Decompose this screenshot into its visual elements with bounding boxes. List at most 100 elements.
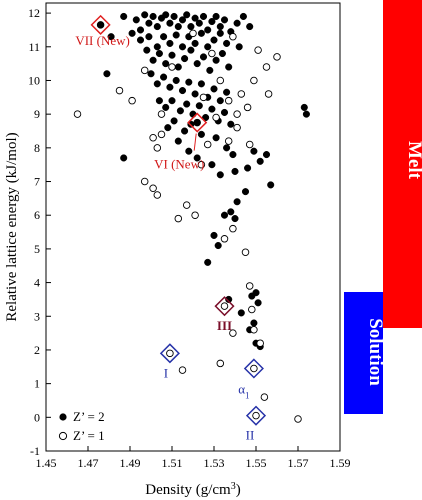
data-point-z2 bbox=[172, 76, 180, 85]
annotation-pointer bbox=[193, 133, 197, 151]
data-point-z1 bbox=[168, 63, 176, 71]
y-tick-label: 3 bbox=[34, 309, 40, 323]
data-point-z2 bbox=[128, 29, 136, 37]
data-point-z2 bbox=[168, 51, 176, 59]
data-point-z1 bbox=[115, 86, 124, 95]
solution-band bbox=[344, 292, 383, 414]
x-tick-label: 1.59 bbox=[330, 456, 351, 470]
melt-band-label: Melt bbox=[404, 141, 422, 180]
data-point-z2 bbox=[178, 43, 187, 51]
data-point-z1 bbox=[73, 110, 82, 118]
data-point-z1 bbox=[229, 329, 237, 337]
data-point-z2 bbox=[103, 70, 111, 78]
data-point-z2 bbox=[210, 231, 218, 239]
data-point-z2 bbox=[223, 88, 231, 96]
data-points bbox=[73, 11, 310, 423]
data-point-z1 bbox=[294, 415, 302, 423]
x-tick-label: 1.51 bbox=[162, 456, 183, 470]
data-point-z2 bbox=[193, 154, 201, 162]
data-point-z2 bbox=[250, 319, 258, 327]
data-point-z1 bbox=[212, 113, 220, 122]
data-point-z2 bbox=[136, 26, 145, 34]
data-point-z2 bbox=[162, 60, 170, 68]
data-point-z2 bbox=[107, 33, 115, 41]
data-point-z2 bbox=[218, 49, 226, 58]
data-point-z1 bbox=[229, 32, 237, 41]
data-point-z2 bbox=[237, 309, 245, 317]
data-point-z1 bbox=[197, 160, 206, 169]
annotation-point bbox=[193, 118, 201, 127]
y-tick-label: -1 bbox=[30, 444, 40, 458]
annotation-label: VI (New) bbox=[154, 157, 204, 172]
data-point-z2 bbox=[212, 12, 220, 21]
x-tick-label: 1.47 bbox=[78, 456, 99, 470]
legend: Z’ = 2 Z’ = 1 bbox=[58, 409, 105, 443]
data-point-z2 bbox=[300, 103, 308, 111]
data-point-z1 bbox=[245, 140, 254, 149]
data-point-z2 bbox=[229, 151, 237, 159]
data-point-z2 bbox=[149, 12, 157, 21]
y-tick-label: 9 bbox=[34, 107, 40, 121]
data-point-z2 bbox=[193, 60, 201, 68]
data-point-z1 bbox=[250, 76, 258, 85]
data-point-z2 bbox=[199, 12, 208, 21]
y-tick-label: 8 bbox=[34, 141, 40, 155]
data-point-z2 bbox=[231, 167, 239, 175]
data-point-z2 bbox=[233, 19, 241, 27]
data-point-z2 bbox=[220, 16, 229, 24]
legend-filled-label: Z’ = 2 bbox=[73, 409, 105, 424]
data-point-z2 bbox=[204, 43, 212, 51]
data-point-z1 bbox=[153, 191, 162, 199]
y-tick-label: 0 bbox=[34, 410, 40, 424]
data-point-z2 bbox=[166, 39, 174, 47]
data-point-z2 bbox=[256, 157, 264, 165]
data-point-z2 bbox=[143, 46, 151, 54]
annotation-label: I bbox=[164, 365, 168, 380]
data-point-z1 bbox=[254, 46, 262, 54]
data-point-z2 bbox=[181, 55, 189, 63]
data-point-z2 bbox=[197, 29, 205, 37]
data-point-z2 bbox=[244, 164, 252, 172]
data-point-z1 bbox=[157, 130, 166, 139]
annotation-point bbox=[220, 302, 229, 310]
annotation-point bbox=[166, 349, 174, 358]
data-point-z2 bbox=[220, 211, 229, 219]
data-point-z2 bbox=[202, 113, 210, 122]
data-point-z2 bbox=[204, 258, 212, 266]
data-point-z2 bbox=[185, 147, 193, 155]
data-point-z2 bbox=[160, 33, 168, 41]
y-tick-label: 11 bbox=[28, 40, 40, 54]
annotation-diamond bbox=[245, 405, 267, 426]
data-point-z2 bbox=[233, 198, 241, 206]
data-point-z1 bbox=[199, 93, 208, 102]
data-point-z2 bbox=[220, 108, 229, 117]
x-tick-label: 1.45 bbox=[36, 456, 57, 470]
data-point-z2 bbox=[145, 19, 153, 27]
data-point-z1 bbox=[248, 305, 256, 314]
y-tick-label: 4 bbox=[34, 276, 40, 290]
data-point-z1 bbox=[243, 103, 252, 112]
data-point-z2 bbox=[149, 56, 157, 64]
x-axis-ticks: 1.45 1.47 1.49 1.51 1.53 1.55 1.57 1.59 bbox=[36, 446, 351, 470]
data-point-z2 bbox=[136, 36, 145, 44]
data-point-z2 bbox=[191, 14, 199, 22]
data-point-z2 bbox=[120, 154, 128, 162]
data-point-z2 bbox=[187, 46, 195, 54]
data-point-z1 bbox=[208, 49, 216, 58]
data-point-z2 bbox=[246, 23, 254, 31]
legend-open-marker bbox=[58, 431, 68, 441]
data-point-z2 bbox=[195, 102, 203, 110]
data-point-z2 bbox=[178, 16, 187, 24]
y-tick-label: 5 bbox=[34, 242, 40, 256]
x-tick-label: 1.53 bbox=[204, 456, 225, 470]
data-point-z2 bbox=[185, 78, 193, 86]
data-point-z1 bbox=[229, 224, 237, 233]
data-point-z2 bbox=[212, 134, 220, 142]
data-point-z1 bbox=[241, 248, 250, 257]
y-tick-label: 7 bbox=[34, 175, 40, 189]
data-point-z1 bbox=[233, 123, 241, 132]
data-point-z1 bbox=[140, 177, 149, 186]
data-point-z2 bbox=[178, 87, 187, 95]
data-point-z2 bbox=[155, 49, 163, 58]
data-point-z2 bbox=[141, 11, 149, 19]
